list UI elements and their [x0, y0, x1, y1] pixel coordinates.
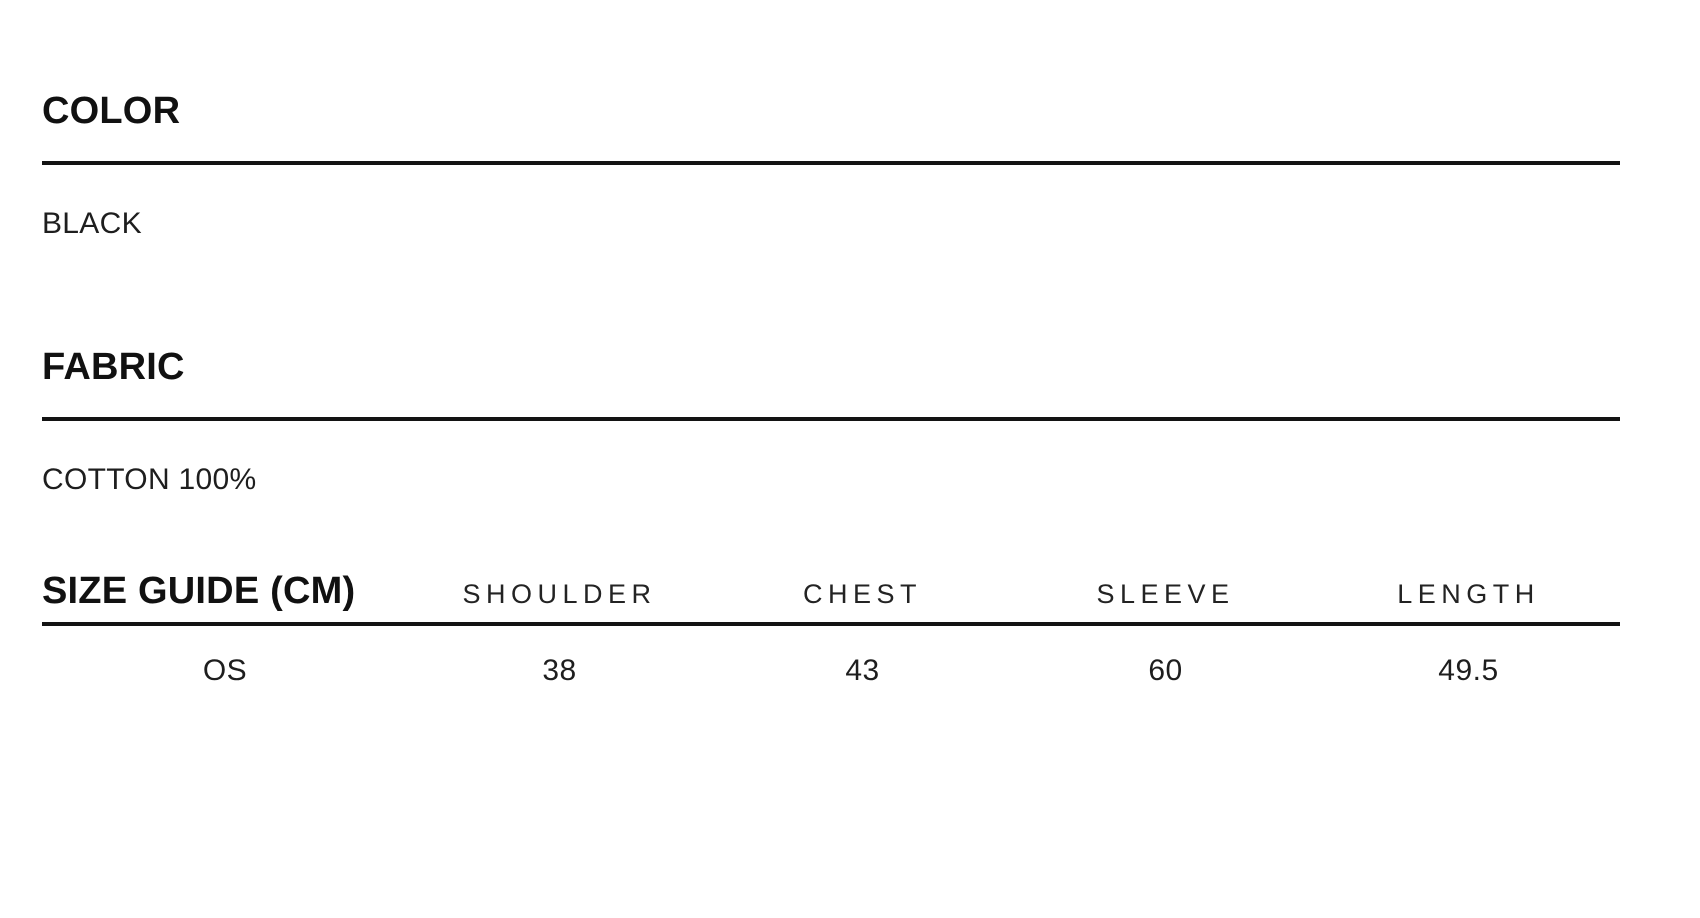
- column-header-length: LENGTH: [1317, 562, 1620, 624]
- cell-shoulder: 38: [542, 654, 577, 687]
- fabric-divider: [42, 417, 1620, 422]
- color-value: BLACK: [42, 207, 142, 241]
- column-header-shoulder: SHOULDER: [408, 562, 711, 624]
- color-divider: [42, 161, 1620, 166]
- cell-sleeve: 60: [1148, 654, 1183, 687]
- cell-length: 49.5: [1438, 654, 1499, 687]
- fabric-section: FABRIC COTTON 100%: [42, 316, 1620, 495]
- size-guide-table-body: OS 38 43 60 49.5: [42, 624, 1620, 688]
- size-guide-table-header: SIZE GUIDE (CM) SHOULDER CHEST SLEEVE LE…: [42, 562, 1620, 624]
- column-header-chest-label: CHEST: [802, 579, 922, 609]
- column-header-sleeve: SLEEVE: [1014, 562, 1317, 624]
- table-header-row: SIZE GUIDE (CM) SHOULDER CHEST SLEEVE LE…: [42, 562, 1620, 624]
- fabric-value: COTTON 100%: [42, 463, 257, 497]
- table-row: OS 38 43 60 49.5: [42, 624, 1620, 688]
- size-guide-table: SIZE GUIDE (CM) SHOULDER CHEST SLEEVE LE…: [42, 562, 1620, 688]
- column-header-shoulder-label: SHOULDER: [462, 579, 657, 609]
- cell-chest: 43: [845, 654, 880, 687]
- column-header-chest: CHEST: [711, 562, 1014, 624]
- color-heading: COLOR: [42, 89, 181, 132]
- cell-size: OS: [202, 654, 248, 687]
- column-header-length-label: LENGTH: [1397, 579, 1540, 609]
- size-guide-heading: SIZE GUIDE (CM): [42, 570, 356, 612]
- column-header-sleeve-label: SLEEVE: [1096, 579, 1235, 609]
- color-section: COLOR BLACK: [42, 60, 1620, 239]
- size-guide-heading-cell: SIZE GUIDE (CM): [42, 562, 408, 624]
- fabric-heading: FABRIC: [42, 345, 185, 388]
- size-guide-section: SIZE GUIDE (CM) SHOULDER CHEST SLEEVE LE…: [42, 562, 1620, 688]
